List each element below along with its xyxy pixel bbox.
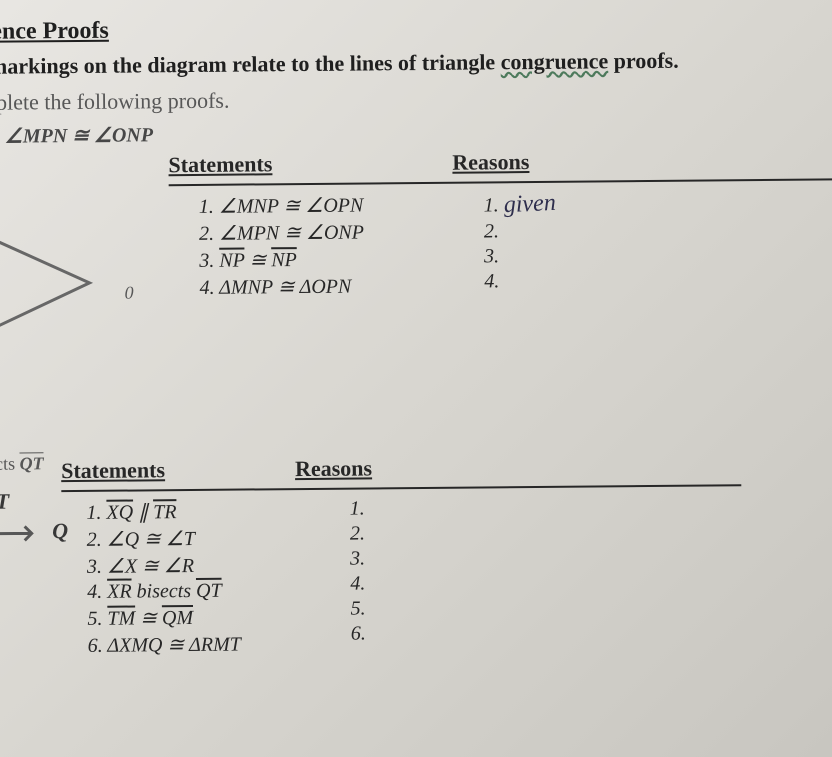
arrow-icon <box>0 518 47 548</box>
reason-row: 1. <box>350 497 365 520</box>
q-letter: Q <box>52 518 68 543</box>
reason-row: 2. <box>484 220 556 244</box>
statement-row: 1. XQ ∥ TR <box>86 499 239 525</box>
proof2-header-row: Statements Reasons <box>61 452 741 492</box>
reasons-header: Reasons <box>295 455 372 482</box>
proof1-columns: 1. ∠MNP ≅ ∠OPN 2. ∠MPN ≅ ∠ONP 3. NP ≅ NP… <box>169 186 832 302</box>
reason-num: 1. <box>484 194 499 216</box>
reason-row: 3. <box>484 245 556 269</box>
proof2-body: Statements Reasons 1. XQ ∥ TR 2. ∠Q ≅ ∠T… <box>61 446 832 660</box>
reason-row: 4. <box>350 572 365 595</box>
statement-row: 2. ∠MPN ≅ ∠ONP <box>199 219 364 245</box>
intro-line: w markings on the diagram relate to the … <box>0 46 832 80</box>
statements-col: 1. ∠MNP ≅ ∠OPN 2. ∠MPN ≅ ∠ONP 3. NP ≅ NP… <box>199 190 365 301</box>
reason-row: 5. <box>350 597 365 620</box>
statements-header: Statements <box>168 151 272 178</box>
reason-row: 1. given <box>484 191 556 219</box>
statements-col: 1. XQ ∥ TR 2. ∠Q ≅ ∠T 3. ∠X ≅ ∠R 4. XR b… <box>86 497 241 660</box>
bisects-seg: QT <box>19 453 43 473</box>
statement-row: 2. ∠Q ≅ ∠T <box>87 526 240 552</box>
proof1-header-row: Statements Reasons <box>168 146 832 186</box>
intro-prefix: w markings on the diagram relate to the … <box>0 49 501 79</box>
triangle-diagram-1 <box>0 213 110 354</box>
reason-row: 6. <box>351 622 366 645</box>
reasons-col: 1. given 2. 3. 4. <box>484 189 557 300</box>
statement-row: 3. NP ≅ NP <box>199 246 364 272</box>
rmt-label: RMT <box>0 489 9 515</box>
intro-suffix: proofs. <box>608 48 679 74</box>
statements-header: Statements <box>61 457 165 484</box>
intro-underlined: congruence <box>501 48 609 74</box>
statement-row: 4. XR bisects QT <box>87 580 240 604</box>
page-title: ruence Proofs <box>0 11 832 46</box>
proof-2: bisects QT RMT Q R Statements Reasons 1.… <box>0 446 832 661</box>
reason-row: 3. <box>350 547 365 570</box>
reasons-header: Reasons <box>452 149 529 176</box>
vertex-o-label: 0 <box>125 282 134 303</box>
reason-row: 2. <box>350 522 365 545</box>
sub-instruction: omplete the following proofs. <box>0 82 832 116</box>
statement-row: 4. ΔMNP ≅ ΔOPN <box>199 273 364 299</box>
bisects-prefix: bisects <box>0 453 20 473</box>
reasons-col: 1. 2. 3. 4. 5. 6. <box>350 495 366 657</box>
statement-row: 1. ∠MNP ≅ ∠OPN <box>199 192 364 218</box>
reason-handwritten: given <box>503 190 556 219</box>
bisects-label: bisects QT <box>0 453 44 475</box>
reason-row: 4. <box>484 270 556 294</box>
proof-1: 0 Statements Reasons 1. ∠MNP ≅ ∠OPN 2. ∠… <box>0 146 832 304</box>
statement-row: 6. ΔXMQ ≅ ΔRMT <box>88 632 241 658</box>
proof2-columns: 1. XQ ∥ TR 2. ∠Q ≅ ∠T 3. ∠X ≅ ∠R 4. XR b… <box>61 491 832 660</box>
q-label: Q <box>0 518 68 549</box>
statement-row: 5. TM ≅ QM <box>87 605 240 631</box>
statement-row: 3. ∠X ≅ ∠R <box>87 553 240 579</box>
worksheet-page: ruence Proofs w markings on the diagram … <box>0 0 832 681</box>
